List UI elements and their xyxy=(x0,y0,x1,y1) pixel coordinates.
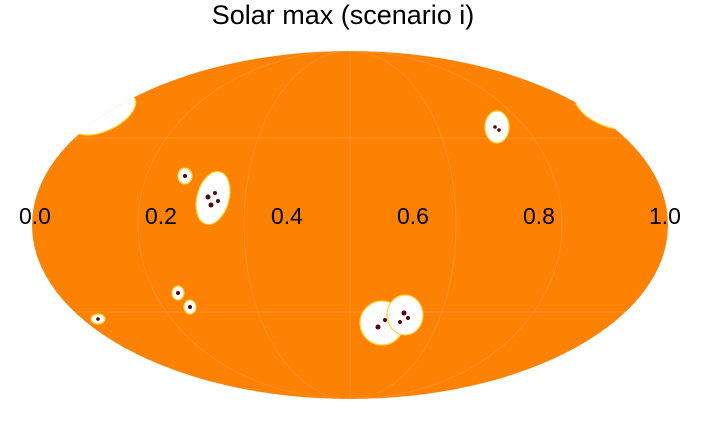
axis-label: 1.0 xyxy=(649,203,681,229)
axis-label: 0.2 xyxy=(145,203,177,229)
map-title: Solar max (scenario i) xyxy=(212,0,475,30)
axis-label: 0.6 xyxy=(397,203,429,229)
axis-label: 0.4 xyxy=(271,203,303,229)
graticule xyxy=(32,51,668,399)
axis-label: 0.8 xyxy=(523,203,555,229)
axis-label: 0.0 xyxy=(19,203,51,229)
